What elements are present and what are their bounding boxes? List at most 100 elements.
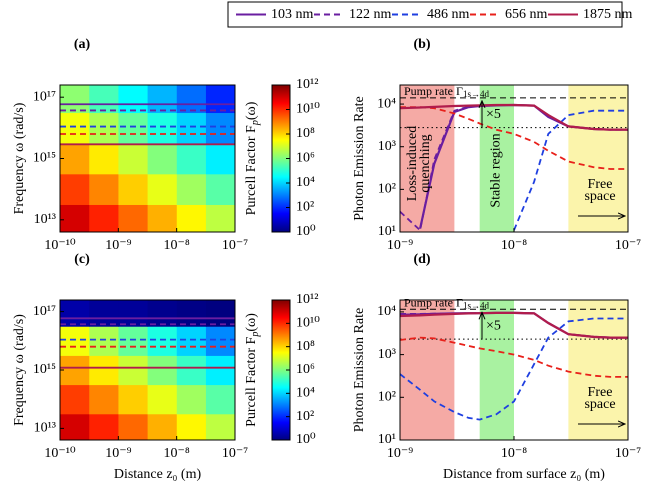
region	[568, 85, 628, 232]
colorbar-tick-label: 10¹⁰	[296, 102, 320, 117]
panel-label: (c)	[74, 252, 90, 267]
colorbar-tick-label: 10⁴	[296, 386, 315, 401]
heatmap-cell	[118, 355, 149, 386]
heatmap-cell	[147, 204, 178, 232]
annotation-part: Pump rate Γ	[404, 84, 463, 98]
heatmap-cell	[176, 204, 207, 232]
heatmap-cell	[118, 143, 149, 175]
plot-area	[400, 85, 628, 232]
y-tick-label: 10⁴	[377, 304, 396, 319]
annotation: Pump rate Γ1s→4d	[404, 84, 489, 99]
panel-label: (d)	[413, 252, 430, 267]
annotation: Free	[588, 177, 613, 192]
annotation: ×5	[486, 107, 501, 122]
heatmap-cell	[60, 173, 90, 205]
colorbar-tick-label: 10⁴	[296, 175, 315, 190]
annotation: ×5	[486, 318, 501, 333]
heatmap-cell	[60, 413, 90, 440]
legend-label: 122 nm	[349, 7, 392, 22]
heatmap-cell	[60, 326, 90, 356]
plot-area	[60, 85, 235, 232]
x-tick-label: 10⁻⁸	[501, 446, 527, 461]
y-axis-label: Frequency ω (rad/s)	[12, 314, 27, 426]
y-tick-label: 10²	[378, 182, 396, 197]
heatmap-cell	[147, 300, 178, 327]
y-tick-label: 10¹⁵	[33, 362, 56, 377]
heatmap-cell	[147, 413, 178, 440]
plot-area	[400, 300, 628, 440]
heatmap-cell	[60, 204, 90, 232]
heatmap-cell	[205, 173, 235, 205]
y-axis-label: Frequency ω (rad/s)	[12, 102, 27, 214]
x-axis-label: Distance from surface z₀ (m)	[443, 467, 605, 482]
heatmap-cell	[147, 112, 178, 144]
heatmap-cell	[205, 204, 235, 232]
heatmap-cell	[147, 173, 178, 205]
panel-label: (b)	[413, 37, 430, 52]
heatmap-cell	[205, 300, 235, 327]
colorbar-tick-label: 10⁸	[296, 339, 315, 354]
x-tick-label: 10⁻⁸	[164, 446, 190, 461]
colorbar-tick-label: 10⁶	[296, 151, 315, 166]
heatmap-cell	[89, 85, 119, 114]
heatmap-cell	[60, 384, 90, 415]
y-tick-label: 10⁴	[377, 96, 396, 111]
x-tick-label: 10⁻⁷	[615, 446, 641, 461]
region	[479, 300, 514, 440]
x-tick-label: 10⁻⁹	[387, 238, 413, 253]
heatmap-cell	[147, 143, 178, 175]
x-tick-label: 10⁻⁹	[387, 446, 413, 461]
heatmap-cell	[118, 300, 149, 327]
heatmap-cell	[118, 384, 149, 415]
y-axis-label: Photon Emission Rate	[352, 308, 367, 432]
x-tick-label: 10⁻⁷	[222, 446, 248, 461]
heatmap-cell	[118, 85, 149, 114]
heatmap-cell	[89, 413, 119, 440]
annotation: Pump rate Γ1s→4d	[404, 295, 489, 310]
legend-label: 103 nm	[271, 7, 314, 22]
heatmap-cell	[176, 112, 207, 144]
heatmap-cell	[176, 173, 207, 205]
heatmap-cell	[118, 326, 149, 356]
heatmap-cell	[205, 326, 235, 356]
heatmap-cell	[205, 384, 235, 415]
heatmap-cell	[118, 413, 149, 440]
colorbar-label-part: (ω)	[244, 101, 259, 120]
heatmap-cell	[89, 112, 119, 144]
colorbar-tick-label: 10⁸	[296, 126, 315, 141]
x-tick-label: 10⁻⁹	[105, 238, 131, 253]
colorbar-label: Purcell Factor Fp(ω)	[244, 101, 261, 215]
heatmap-cell	[205, 112, 235, 144]
annotation-part: 1s→4d	[463, 300, 490, 310]
heatmap-cell	[60, 143, 90, 175]
heatmap-cell	[89, 173, 119, 205]
x-tick-label: 10⁻⁷	[222, 238, 248, 253]
annotation-part: Pump rate Γ	[404, 295, 463, 309]
region	[400, 300, 455, 440]
annotation-part: 1s→4d	[463, 89, 490, 99]
heatmap-cell	[147, 326, 178, 356]
heatmap-cell	[60, 355, 90, 386]
y-axis-label: Photon Emission Rate	[352, 96, 367, 220]
x-tick-label: 10⁻⁷	[615, 238, 641, 253]
x-axis-label: Distance z₀ (m)	[114, 467, 202, 482]
colorbar-label-part: p	[250, 332, 261, 338]
plot-area	[60, 300, 235, 440]
heatmap-cell	[147, 384, 178, 415]
heatmap-cell	[89, 384, 119, 415]
heatmap-cell	[118, 173, 149, 205]
annotation: quenching	[418, 134, 433, 192]
series-line	[400, 336, 628, 378]
heatmap-cell	[118, 204, 149, 232]
colorbar-label: Purcell Factor Fp(ω)	[244, 313, 261, 427]
region	[400, 85, 455, 232]
annotation: space	[584, 397, 615, 412]
annotation: Stable region	[489, 133, 504, 207]
panel-label: (a)	[74, 37, 91, 52]
heatmap-cell	[60, 85, 90, 114]
heatmap-cell	[176, 384, 207, 415]
series-line	[400, 311, 628, 339]
heatmap-cell	[89, 355, 119, 386]
legend-label: 656 nm	[505, 7, 548, 22]
